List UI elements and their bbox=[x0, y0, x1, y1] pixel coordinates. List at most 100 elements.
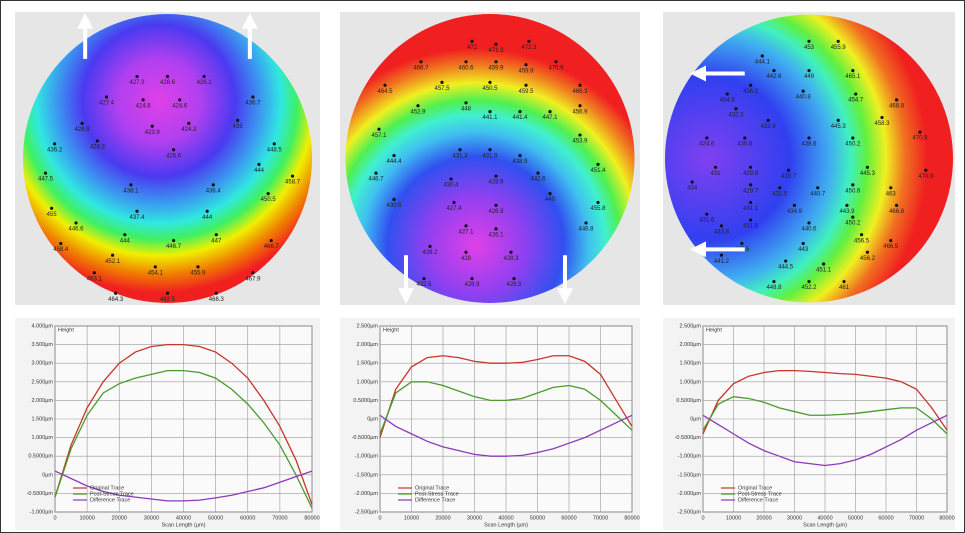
x-tick-label: 10000 bbox=[79, 515, 94, 521]
measurement-label: 432.5 bbox=[416, 282, 432, 288]
measurement-label: 453.9 bbox=[572, 139, 588, 145]
measurement-point bbox=[141, 98, 145, 102]
measurement-point bbox=[269, 238, 273, 243]
x-tick-label: 80000 bbox=[624, 515, 639, 521]
measurement-point bbox=[880, 115, 884, 120]
y-tick-label: 0µm bbox=[367, 416, 378, 422]
measurement-label: 431.8 bbox=[743, 224, 759, 230]
y-tick-label: 0µm bbox=[42, 472, 53, 478]
measurement-label: 452.2 bbox=[801, 285, 817, 291]
measurement-point bbox=[924, 168, 928, 172]
measurement-label: 428.3 bbox=[90, 144, 106, 150]
y-tick-label: -1.000µm bbox=[30, 509, 54, 515]
y-axis-label: Height bbox=[706, 327, 722, 333]
measurement-label: 440.7 bbox=[810, 191, 826, 197]
measurement-label: 468.8 bbox=[889, 103, 905, 109]
measurement-point bbox=[512, 277, 516, 281]
x-tick-label: 50000 bbox=[848, 515, 863, 521]
measurement-label: 450.6 bbox=[845, 188, 861, 194]
measurement-label: 446.7 bbox=[166, 244, 182, 250]
legend-label: Original Trace bbox=[738, 485, 772, 491]
measurement-point bbox=[172, 148, 176, 152]
measurement-label: 435 bbox=[233, 124, 244, 130]
measurement-label: 450.5 bbox=[482, 86, 498, 92]
measurement-point bbox=[123, 233, 127, 237]
measurement-label: 446.8 bbox=[578, 227, 594, 233]
measurement-point bbox=[165, 74, 170, 79]
x-axis-label: Scan Length (µm) bbox=[162, 522, 206, 528]
measurement-point bbox=[854, 92, 858, 96]
measurement-point bbox=[95, 139, 99, 143]
measurement-point bbox=[851, 215, 855, 219]
x-tick-label: 60000 bbox=[878, 515, 893, 521]
measurement-label: 457.1 bbox=[371, 133, 387, 139]
x-tick-label: 50000 bbox=[208, 515, 223, 521]
measurement-point bbox=[705, 212, 709, 216]
y-axis-label: Height bbox=[58, 327, 74, 333]
measurement-point bbox=[43, 171, 48, 175]
legend-label: Original Trace bbox=[90, 485, 124, 491]
wafer bbox=[345, 14, 635, 303]
measurement-label: 444.1 bbox=[755, 60, 771, 66]
measurement-point bbox=[889, 238, 893, 243]
measurement-point bbox=[509, 250, 513, 254]
x-axis-label: Scan Length (µm) bbox=[803, 522, 847, 528]
measurement-label: 424.3 bbox=[181, 127, 197, 133]
wafer bbox=[665, 14, 953, 303]
measurement-label: 470.9 bbox=[548, 65, 564, 71]
measurement-label: 459.5 bbox=[518, 89, 534, 95]
measurement-point bbox=[494, 227, 498, 231]
measurement-label: 454.1 bbox=[148, 270, 164, 276]
measurement-point bbox=[705, 136, 709, 140]
x-tick-label: 30000 bbox=[787, 515, 802, 521]
measurement-label: 430.7 bbox=[781, 174, 797, 180]
measurement-point bbox=[290, 174, 295, 178]
measurement-point bbox=[889, 186, 893, 190]
x-tick-label: 10000 bbox=[404, 515, 419, 521]
measurement-point bbox=[470, 277, 474, 281]
wafer bbox=[23, 14, 312, 303]
measurement-point bbox=[518, 110, 522, 114]
measurement-label: 449 bbox=[804, 74, 815, 80]
x-tick-label: 50000 bbox=[530, 515, 545, 521]
measurement-label: 466.7 bbox=[264, 244, 280, 250]
measurement-label: 423.9 bbox=[145, 130, 161, 136]
measurement-label: 455.9 bbox=[190, 270, 206, 276]
measurement-label: 450.2 bbox=[845, 142, 861, 148]
measurement-label: 432.3 bbox=[728, 112, 744, 118]
x-tick-label: 0 bbox=[53, 515, 56, 521]
x-tick-label: 40000 bbox=[498, 515, 513, 521]
measurement-label: 438.9 bbox=[512, 159, 528, 165]
y-tick-label: 1.000µm bbox=[356, 379, 378, 385]
measurement-point bbox=[211, 183, 215, 187]
measurement-label: 440 bbox=[545, 197, 556, 203]
measurement-label: 464.3 bbox=[108, 297, 124, 303]
measurement-point bbox=[554, 60, 558, 64]
y-tick-label: -1.500µm bbox=[355, 472, 379, 478]
measurement-label: 436.4 bbox=[206, 188, 222, 194]
measurement-label: 448 bbox=[461, 106, 472, 112]
measurement-label: 428.9 bbox=[464, 282, 480, 288]
measurement-label: 466.7 bbox=[413, 65, 429, 71]
x-tick-label: 70000 bbox=[272, 515, 287, 521]
measurement-label: 446.7 bbox=[368, 177, 384, 183]
measurement-label: 428.6 bbox=[160, 80, 176, 86]
y-tick-label: 2.500µm bbox=[679, 323, 701, 329]
measurement-point bbox=[578, 104, 582, 108]
measurement-point bbox=[786, 168, 791, 172]
measurement-point bbox=[749, 183, 753, 187]
measurement-label: 459.9 bbox=[488, 65, 504, 71]
measurement-point bbox=[772, 279, 776, 284]
measurement-point bbox=[801, 89, 805, 93]
measurement-point bbox=[383, 83, 387, 87]
measurement-point bbox=[494, 203, 498, 207]
measurement-label: 426.1 bbox=[197, 80, 213, 86]
measurement-label: 444 bbox=[202, 215, 213, 221]
measurement-point bbox=[272, 142, 276, 146]
measurement-point bbox=[449, 177, 453, 181]
measurement-point bbox=[178, 98, 182, 102]
measurement-label: 451.4 bbox=[590, 168, 606, 174]
legend-label: Post-Stress Trace bbox=[90, 491, 134, 497]
measurement-label: 427.4 bbox=[99, 101, 115, 107]
measurement-label: 438.6 bbox=[801, 142, 817, 148]
